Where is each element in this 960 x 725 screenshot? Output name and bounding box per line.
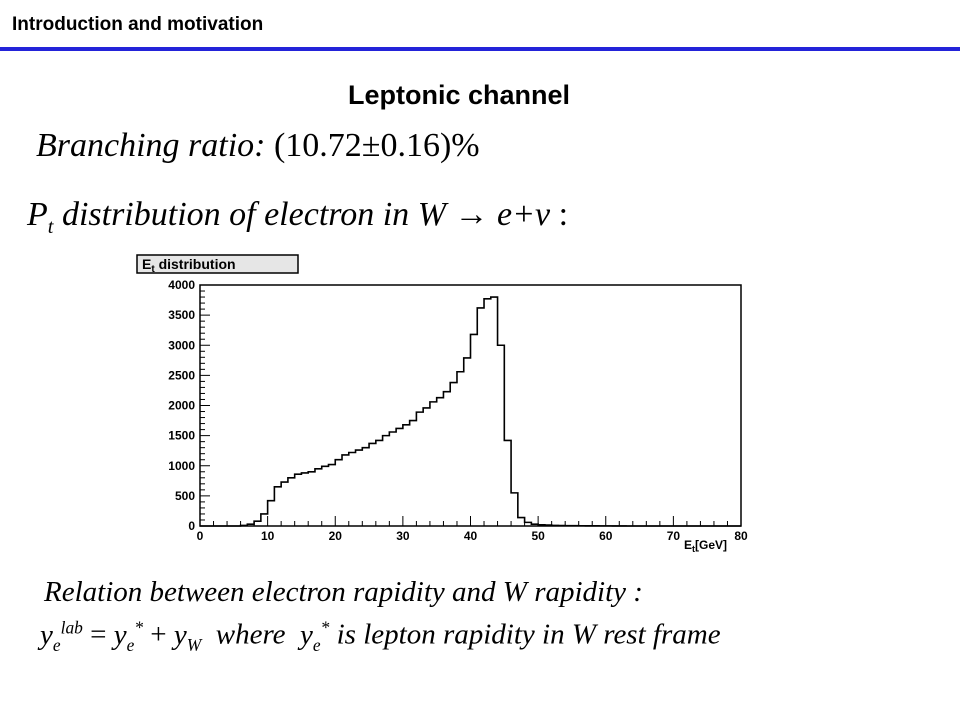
y-tick-label: 3500 (168, 308, 195, 322)
pt-description: distribution of electron in (62, 196, 409, 233)
y-tick-label: 4000 (168, 278, 195, 292)
histogram-bin (498, 345, 505, 526)
histogram-bin (511, 493, 518, 526)
histogram-bin (356, 450, 363, 526)
histogram-bin (376, 440, 383, 526)
histogram-bin (389, 432, 396, 526)
histogram-bin (437, 398, 444, 526)
histogram-bin (443, 392, 450, 526)
where-word: where (216, 619, 286, 651)
y-tick-label: 0 (188, 519, 195, 533)
histogram-bin (403, 425, 410, 526)
x-tick-label: 50 (531, 529, 545, 543)
rapidity-equation: yelab = ye* + yW where ye* is lepton rap… (40, 617, 721, 655)
histogram-bin (362, 448, 369, 526)
slide-title: Leptonic channel (0, 80, 918, 111)
histogram-bin (491, 297, 498, 526)
colon: : (559, 196, 568, 233)
histogram-bin (416, 412, 423, 526)
y-tick-label: 3000 (168, 338, 195, 352)
histogram-bin (322, 466, 329, 526)
histogram-bin (545, 525, 552, 526)
plot-frame (200, 285, 741, 526)
histogram-bin (552, 525, 559, 526)
histogram-bin (335, 460, 342, 526)
pt-symbol: P (27, 196, 48, 233)
x-tick-label: 0 (197, 529, 204, 543)
y-tick-label: 500 (175, 489, 195, 503)
histogram-bin (525, 522, 532, 526)
histogram-bin (328, 465, 335, 526)
histogram-bin (295, 474, 302, 526)
pt-subscript: t (48, 216, 54, 238)
histogram-bin (518, 518, 525, 526)
x-tick-label: 60 (599, 529, 613, 543)
histogram-bin (274, 487, 281, 526)
y-tick-label: 1000 (168, 459, 195, 473)
histogram-bin (538, 525, 545, 526)
x-tick-label: 70 (667, 529, 681, 543)
histogram-bin (288, 478, 295, 526)
histogram-bin (450, 383, 457, 526)
x-tick-label: 30 (396, 529, 410, 543)
histogram-bin (471, 334, 478, 526)
chart-title-bg (137, 255, 298, 273)
header-divider (0, 47, 960, 51)
w-symbol: W (418, 196, 446, 233)
histogram-bin (410, 421, 417, 526)
histogram-bin (281, 482, 288, 526)
pt-distribution-line: Pt distribution of electron in W → e+ν : (27, 196, 568, 239)
histogram-bin (254, 521, 261, 526)
x-axis-label: Et[GeV] (684, 538, 727, 554)
branching-ratio-line: Branching ratio: (10.72±0.16)% (36, 127, 480, 165)
x-axis: 0 10 20 30 40 50 60 70 80 (197, 516, 748, 543)
chart-title-box: Et distribution (137, 255, 298, 275)
y-tick-label: 2000 (168, 399, 195, 413)
histogram-bin (268, 501, 275, 526)
histogram-bin (369, 443, 376, 526)
histogram-bin (308, 472, 315, 526)
plus-sign: + (150, 619, 166, 651)
histogram-bin (301, 473, 308, 526)
branching-ratio-value: (10.72±0.16)% (274, 127, 480, 164)
histogram-bin (315, 469, 322, 526)
histogram-bin (504, 440, 511, 526)
histogram-bin (430, 402, 437, 526)
rapidity-relation-line: Relation between electron rapidity and W… (44, 576, 643, 609)
y-axis: 0 500 1000 1500 2000 2500 3000 3500 4000 (168, 278, 210, 533)
histogram-bin (261, 514, 268, 526)
arrow-symbol: → (455, 196, 489, 233)
section-title: Introduction and motivation (12, 14, 263, 36)
y-w: yW (174, 619, 201, 651)
y-star: ye* (114, 619, 143, 651)
histogram-bin (531, 524, 538, 526)
histogram-bin (464, 358, 471, 526)
x-tick-label: 10 (261, 529, 275, 543)
y-star-2: ye* (300, 619, 329, 651)
histogram-bin (383, 436, 390, 526)
x-tick-label: 40 (464, 529, 478, 543)
chart-title: Et distribution (142, 256, 236, 275)
y-tick-label: 1500 (168, 429, 195, 443)
equation-tail: is lepton rapidity in W rest frame (337, 619, 721, 651)
histogram-bin (396, 428, 403, 526)
histogram-bin (423, 408, 430, 526)
x-tick-label: 20 (329, 529, 343, 543)
histogram-bin (349, 452, 356, 526)
equals-sign: = (90, 619, 106, 651)
decay-products: e+ν (497, 196, 550, 233)
y-tick-label: 2500 (168, 368, 195, 382)
histogram-bin (477, 308, 484, 526)
histogram-bin (457, 372, 464, 526)
branching-ratio-label: Branching ratio: (36, 127, 265, 164)
histogram-bin (342, 455, 349, 526)
x-tick-label: 80 (734, 529, 748, 543)
y-lab: yelab (40, 619, 83, 651)
histogram-bars (241, 297, 626, 526)
histogram-bin (247, 524, 254, 526)
histogram-bin (241, 525, 248, 526)
histogram-outline (200, 297, 741, 526)
histogram-bin (484, 299, 491, 526)
